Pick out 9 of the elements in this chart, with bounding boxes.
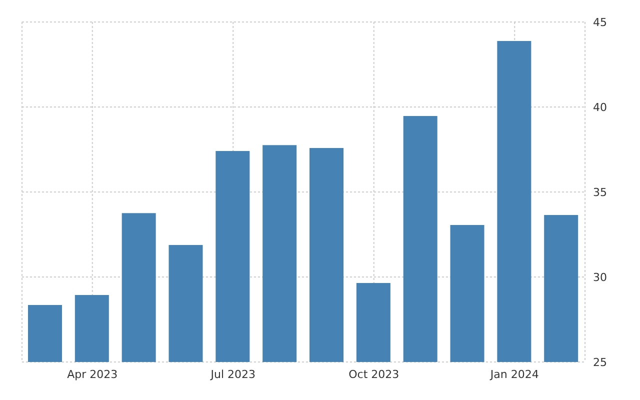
y-tick-label: 40 <box>593 100 607 114</box>
x-tick-label: Oct 2023 <box>348 368 400 381</box>
x-tick-label: Apr 2023 <box>67 368 118 381</box>
y-tick-label: 45 <box>593 16 607 29</box>
x-tick-label: Jul 2023 <box>210 368 256 381</box>
y-tick-label: 25 <box>593 356 607 369</box>
y-tick-label: 30 <box>593 270 607 284</box>
x-tick-label: Jan 2024 <box>489 368 539 381</box>
y-tick-label: 35 <box>593 186 607 199</box>
